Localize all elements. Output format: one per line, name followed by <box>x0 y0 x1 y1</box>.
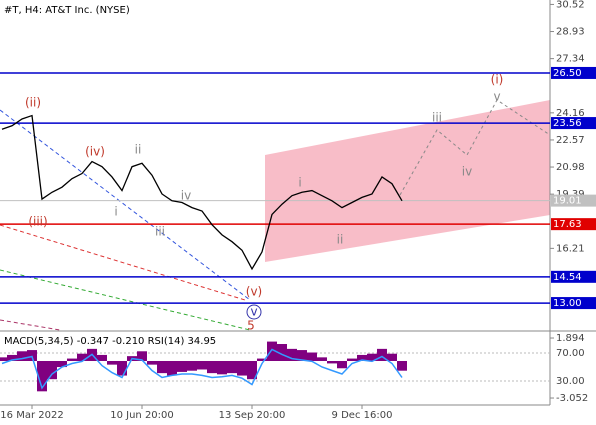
macd-bar <box>277 344 287 361</box>
level-tag <box>551 270 596 283</box>
macd-bar <box>247 360 257 380</box>
wave-label: v <box>250 305 257 319</box>
macd-bar <box>67 358 77 361</box>
wave-label: (iv) <box>85 145 105 159</box>
y-tick-label: 22.57 <box>556 135 585 146</box>
macd-bar <box>57 360 67 368</box>
level-label: 26.50 <box>553 68 582 79</box>
macd-bar <box>187 360 197 371</box>
wave-label: (ii) <box>25 96 41 110</box>
y-tick-label: 24.16 <box>556 108 585 119</box>
y-tick-label: 28.93 <box>556 27 585 38</box>
rsi-line <box>1 348 403 390</box>
wave-label: iii <box>432 111 442 125</box>
macd-bar <box>287 348 297 361</box>
wave-label: 5 <box>247 319 255 333</box>
wave-label: iv <box>462 165 472 179</box>
level-tag <box>551 117 596 130</box>
macd-bar <box>0 357 7 361</box>
macd-bar <box>177 360 187 372</box>
macd-bar <box>117 360 127 376</box>
macd-bar <box>167 360 177 376</box>
wave-label: ii <box>135 143 142 157</box>
indicator-title: MACD(5,34,5) -0.347 -0.210 RSI(14) 34.95 <box>4 336 216 347</box>
macd-bar <box>157 360 167 374</box>
level-label: 19.01 <box>553 196 582 207</box>
x-tick-label: 10 Jun 20:00 <box>110 410 174 421</box>
x-tick-label: 16 Mar 2022 <box>0 410 63 421</box>
macd-bar <box>7 354 17 361</box>
macd-bar <box>207 360 217 374</box>
wave-label: (i) <box>491 73 504 87</box>
macd-bar <box>297 350 307 361</box>
wave-label: i <box>114 205 117 219</box>
y-tick-label: 30.52 <box>556 0 585 10</box>
level-tag <box>551 194 596 207</box>
macd-bar <box>147 360 157 365</box>
wave-label: (iii) <box>28 215 47 229</box>
level-tag <box>551 66 596 79</box>
macd-bar <box>367 353 377 361</box>
macd-bar <box>217 360 227 375</box>
macd-bar <box>237 360 247 376</box>
wave-label: iii <box>155 225 165 239</box>
wave-circle <box>246 304 262 320</box>
macd-bar <box>337 360 347 369</box>
macd-bar <box>257 358 267 361</box>
trend-line <box>0 269 251 331</box>
channel <box>265 100 550 262</box>
x-tick-label: 13 Sep 20:00 <box>219 410 286 421</box>
trend-line <box>0 109 251 301</box>
macd-bar <box>17 351 27 361</box>
price-line <box>1 114 403 271</box>
y-tick-label: 16.21 <box>556 243 585 254</box>
macd-bar <box>107 360 117 365</box>
wave-label: (v) <box>246 285 262 299</box>
macd-bar <box>77 353 87 361</box>
wave-label: v <box>493 90 500 104</box>
macd-bar <box>307 352 317 361</box>
chart-title: #T, H4: AT&T Inc. (NYSE) <box>4 5 130 16</box>
y-tick-label: 27.34 <box>556 54 585 65</box>
trend-line <box>0 224 246 301</box>
y-tick-label: -3.052 <box>556 393 588 404</box>
macd-bar <box>267 341 277 361</box>
wave-label: iv <box>181 189 191 203</box>
level-label: 23.56 <box>553 118 582 129</box>
macd-bar <box>387 353 397 361</box>
macd-bar <box>137 351 147 361</box>
macd-bar <box>327 360 337 364</box>
y-tick-label: 20.98 <box>556 162 585 173</box>
macd-bar <box>37 360 47 392</box>
macd-bar <box>197 360 207 370</box>
level-label: 17.63 <box>553 219 582 230</box>
trend-line <box>0 319 61 331</box>
macd-bar <box>97 354 107 361</box>
level-label: 13.00 <box>553 298 582 309</box>
y2-tick-label: 30.00 <box>556 376 585 387</box>
level-tag <box>551 297 596 310</box>
y2-tick-label: 70.00 <box>556 348 585 359</box>
macd-bar <box>227 360 237 374</box>
level-label: 14.54 <box>553 272 582 283</box>
forecast-path <box>399 99 551 196</box>
macd-bar <box>47 360 57 380</box>
wave-label: i <box>298 176 301 190</box>
macd-bar <box>347 358 357 361</box>
macd-bar <box>317 357 327 361</box>
x-tick-label: 9 Dec 16:00 <box>332 410 393 421</box>
macd-bar <box>27 350 37 361</box>
macd-bar <box>357 354 367 361</box>
macd-bar <box>397 360 407 371</box>
wave-label: ii <box>337 233 344 247</box>
level-tag <box>551 218 596 231</box>
y-tick-label: 1.894 <box>556 333 585 344</box>
macd-bar <box>377 348 387 361</box>
